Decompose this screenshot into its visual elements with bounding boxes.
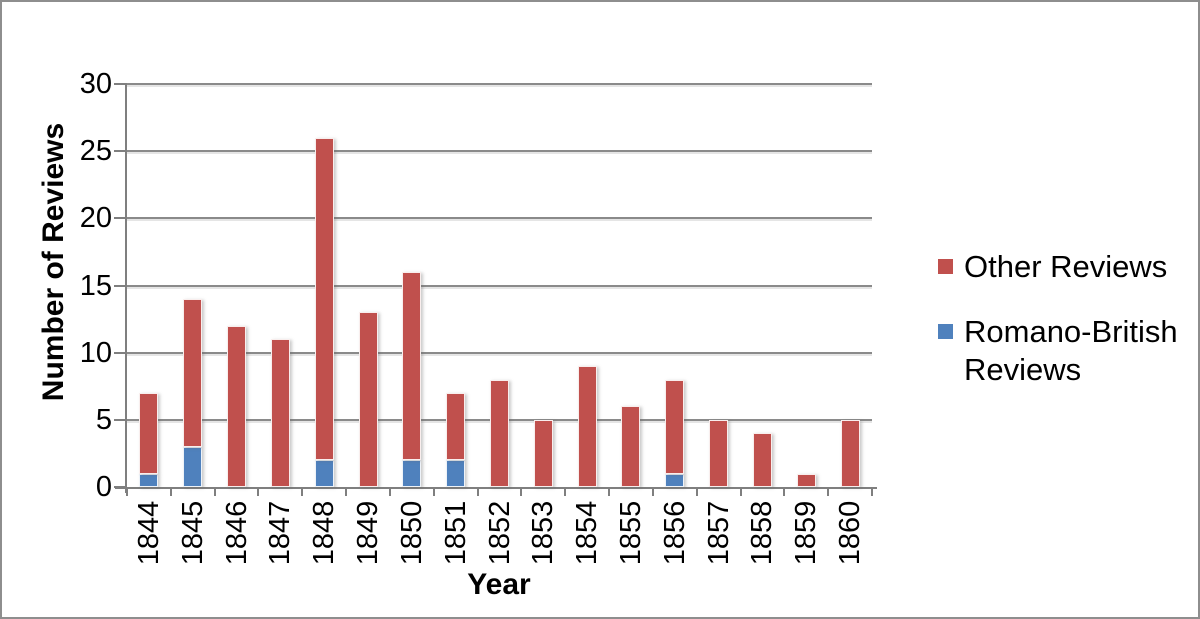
x-tick <box>169 487 172 496</box>
bar-1857-other <box>709 419 729 487</box>
legend-item: Other Reviews <box>938 248 1198 286</box>
bar-1844-romano-british <box>139 473 159 487</box>
x-tick-label: 1860 <box>834 500 867 566</box>
y-tick-label: 25 <box>79 135 112 168</box>
x-tick <box>388 487 391 496</box>
bar-1852-other <box>490 379 509 487</box>
x-tick-label: 1855 <box>614 500 647 566</box>
bar-1848-romano-british <box>314 460 334 487</box>
x-tick <box>695 487 698 496</box>
x-tick <box>651 487 654 496</box>
x-tick <box>520 487 523 496</box>
y-axis-title: Number of Reviews <box>37 122 70 402</box>
bar-1853-other <box>533 419 553 487</box>
bar-1851-other <box>446 392 466 461</box>
bar-1854-other <box>577 366 597 487</box>
bar-1846-other <box>227 325 247 487</box>
legend-label: Romano-British Reviews <box>964 313 1178 387</box>
x-tick <box>608 487 611 496</box>
y-axis-line <box>125 83 127 493</box>
x-tick-label: 1844 <box>132 500 165 566</box>
x-tick-label: 1846 <box>220 500 253 566</box>
x-tick <box>257 487 260 496</box>
x-tick-label: 1858 <box>746 500 779 566</box>
bar-1847-other <box>270 339 290 487</box>
legend-label: Other Reviews <box>964 249 1168 284</box>
x-tick-label: 1848 <box>308 500 341 566</box>
y-tick-label: 15 <box>79 269 112 302</box>
x-tick-label: 1857 <box>702 500 735 566</box>
y-tick-15 <box>114 284 127 287</box>
x-tick-label: 1854 <box>571 500 604 566</box>
bar-1848-other <box>314 137 334 461</box>
bar-1856-romano-british <box>665 473 685 487</box>
x-tick <box>564 487 567 496</box>
bar-1849-other <box>358 312 378 487</box>
bar-1844-other <box>139 392 159 474</box>
x-tick <box>345 487 348 496</box>
gridline-25 <box>126 150 872 153</box>
y-tick-label: 5 <box>95 403 112 436</box>
x-tick-label: 1851 <box>439 500 472 566</box>
bar-1856-other <box>665 379 685 474</box>
y-tick-label: 0 <box>95 471 112 503</box>
bar-1855-other <box>621 406 641 487</box>
legend-swatch-icon <box>938 323 953 339</box>
gridline-20 <box>126 217 872 220</box>
x-tick <box>432 487 435 496</box>
bar-1858-other <box>752 433 772 487</box>
x-tick <box>126 487 128 496</box>
y-tick-label: 10 <box>79 336 112 369</box>
legend-item: Romano-British Reviews <box>938 313 1198 389</box>
x-tick <box>301 487 304 496</box>
y-tick-0 <box>114 486 127 488</box>
x-tick-label: 1845 <box>176 500 209 566</box>
bar-1851-romano-british <box>446 460 466 487</box>
x-tick <box>213 487 216 496</box>
x-tick-label: 1849 <box>352 500 385 566</box>
x-tick-label: 1859 <box>790 500 823 566</box>
x-tick-label: 1856 <box>658 500 691 566</box>
x-tick <box>783 487 786 496</box>
x-tick-label: 1847 <box>264 500 297 566</box>
x-tick <box>827 487 830 496</box>
y-tick-20 <box>114 217 127 220</box>
legend-swatch-icon <box>938 259 953 274</box>
y-tick-10 <box>114 351 127 354</box>
x-tick-label: 1853 <box>527 500 560 566</box>
gridline-30 <box>126 83 872 85</box>
x-axis-title: Year <box>467 568 531 601</box>
y-tick-label: 30 <box>79 68 112 100</box>
y-tick-30 <box>114 83 127 85</box>
x-tick <box>871 487 873 496</box>
x-tick-label: 1850 <box>395 500 428 566</box>
x-tick-label: 1852 <box>483 500 516 566</box>
bar-1850-other <box>402 272 422 461</box>
legend: Other Reviews Romano-British Reviews <box>938 248 1198 415</box>
y-tick-5 <box>114 418 127 421</box>
y-tick-label: 20 <box>79 202 112 235</box>
bar-1850-romano-british <box>402 460 422 487</box>
bar-1860-other <box>840 419 860 487</box>
bar-1859-other <box>796 473 816 487</box>
gridline-15 <box>126 284 872 287</box>
bar-1845-romano-british <box>183 446 203 487</box>
x-axis-line <box>115 487 877 489</box>
x-tick <box>739 487 742 496</box>
y-tick-25 <box>114 150 127 153</box>
gridline-10 <box>126 351 872 354</box>
x-tick <box>476 487 479 496</box>
bar-1845-other <box>183 298 203 447</box>
